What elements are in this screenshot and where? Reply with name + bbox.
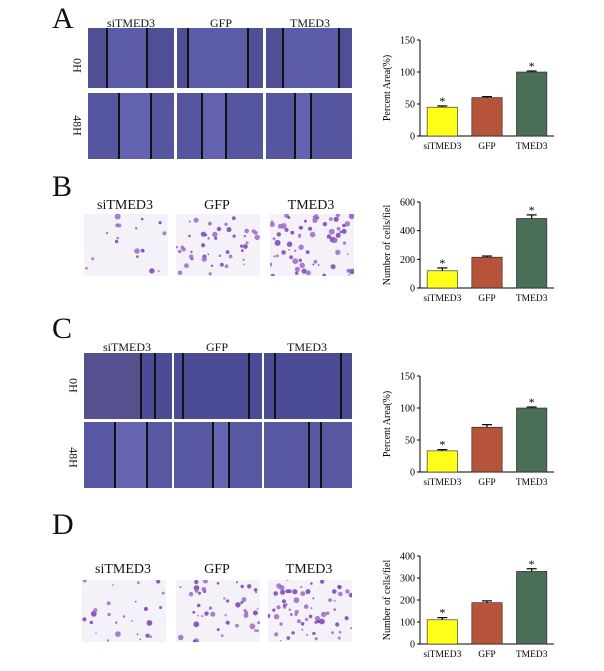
panel-d-significance-tmed3: * xyxy=(529,557,535,571)
panel-a-chart-ytick-label: 100 xyxy=(400,68,415,79)
panel-a-chart-ytick-label: 0 xyxy=(410,132,415,143)
panel-c-chart-ytick-label: 0 xyxy=(410,468,415,479)
panel-c-chart: Percent Area(%) 0 50 100 150 * siTMED3 GFP * TMED… xyxy=(378,366,568,494)
panel-c-image-sitmed3-48h xyxy=(84,422,172,488)
panel-c-significance-tmed3: * xyxy=(529,395,535,409)
panel-c-significance-sitmed3: * xyxy=(439,438,445,452)
panel-d-xtick-label-gfp: GFP xyxy=(478,650,495,660)
panel-a-bar-gfp xyxy=(471,97,503,137)
panel-a-image-gfp-0h xyxy=(177,28,263,88)
panel-c-chart-ylabel: Percent Area(%) xyxy=(382,391,393,457)
panel-a-image-sitmed3-48h xyxy=(88,93,174,159)
panel-c-image-sitmed3-0h xyxy=(84,353,172,419)
panel-d-image-gfp xyxy=(176,580,260,642)
panel-d-significance-sitmed3: * xyxy=(439,606,445,620)
panel-a-bar-tmed3 xyxy=(516,71,548,137)
panel-c-col-label-tmed3: TMED3 xyxy=(287,340,327,354)
panel-b-image-gfp xyxy=(176,214,260,276)
panel-c-image-tmed3-0h xyxy=(264,353,352,419)
panel-letter-b: B xyxy=(52,170,73,203)
panel-letter-c: C xyxy=(52,312,73,345)
panel-a-row-label-0h: 0H xyxy=(70,58,85,73)
panel-a-image-gfp-48h xyxy=(177,93,263,159)
panel-b-bar-sitmed3 xyxy=(426,270,458,289)
panel-d-image-sitmed3 xyxy=(82,580,166,642)
panel-a-significance-tmed3: * xyxy=(529,59,535,73)
panel-b-col-label-gfp: GFP xyxy=(204,198,230,213)
panel-c-col-label-gfp: GFP xyxy=(205,340,228,354)
panel-b-image-sitmed3 xyxy=(84,214,168,276)
panel-c-xtick-label-tmed3: TMED3 xyxy=(516,478,548,488)
panel-c-xtick-label-sitmed3: siTMED3 xyxy=(423,478,461,488)
panel-a-col-label-tmed3: TMED3 xyxy=(290,16,330,30)
panel-b-chart-ytick-label: 200 xyxy=(400,255,415,266)
panel-d-xtick-label-sitmed3: siTMED3 xyxy=(423,650,461,660)
panel-letter-a: A xyxy=(52,2,74,35)
panel-a-row-label-48h: 48H xyxy=(70,115,85,136)
panel-b-chart: Number of cells/fiel 0 200 400 600 * siTMED3 GF… xyxy=(378,192,568,310)
panel-b-bar-tmed3 xyxy=(516,218,548,289)
panel-d-chart-ytick-label: 300 xyxy=(400,574,415,585)
panel-b-bar-gfp xyxy=(471,256,503,289)
panel-d-col-label-sitmed3: siTMED3 xyxy=(95,562,151,577)
panel-b-xtick-label-tmed3: TMED3 xyxy=(516,294,548,304)
panel-c-row-label-48h: 48H xyxy=(66,447,81,468)
panel-b-col-label-tmed3: TMED3 xyxy=(287,198,335,213)
panel-b-significance-sitmed3: * xyxy=(439,256,445,270)
panel-a-col-label-sitmed3: siTMED3 xyxy=(107,16,155,30)
panel-a-chart-ylabel: Percent Area(%) xyxy=(382,55,393,121)
panel-c-row-label-0h: 0H xyxy=(66,378,81,393)
panel-c-chart-ytick-label: 100 xyxy=(400,404,415,415)
panel-a-xtick-label-sitmed3: siTMED3 xyxy=(423,142,461,152)
panel-c-chart-ytick-label: 150 xyxy=(400,372,415,383)
panel-c-xtick-label-gfp: GFP xyxy=(478,478,495,488)
panel-c-col-label-sitmed3: siTMED3 xyxy=(103,340,151,354)
panel-a-xtick-label-tmed3: TMED3 xyxy=(516,142,548,152)
panel-c-chart-ytick-label: 50 xyxy=(405,436,415,447)
panel-d-chart: Number of cells/fiel 0 100 200 300 400 * siTMED… xyxy=(378,546,568,666)
panel-d-bar-sitmed3 xyxy=(426,619,458,645)
panel-c-bar-tmed3 xyxy=(516,407,548,473)
panel-a-chart-ytick-label: 50 xyxy=(405,100,415,111)
panel-a-xtick-label-gfp: GFP xyxy=(478,142,495,152)
panel-d-xtick-label-tmed3: TMED3 xyxy=(516,650,548,660)
panel-c-image-tmed3-48h xyxy=(264,422,352,488)
panel-d-chart-ylabel: Number of cells/fiel xyxy=(382,560,393,641)
panel-b-chart-ylabel: Number of cells/fiel xyxy=(382,205,393,286)
panel-b-col-label-sitmed3: siTMED3 xyxy=(97,198,153,213)
panel-d-col-label-gfp: GFP xyxy=(204,562,230,577)
panel-a-image-tmed3-0h xyxy=(266,28,352,88)
panel-c-bar-sitmed3 xyxy=(426,450,458,473)
panel-d-chart-ytick-label: 200 xyxy=(400,596,415,607)
panel-a-chart-ytick-label: 150 xyxy=(400,36,415,47)
panel-c-bar-gfp xyxy=(471,426,503,473)
panel-d-chart-ytick-label: 0 xyxy=(410,640,415,651)
panel-a-image-sitmed3-0h xyxy=(88,28,174,88)
panel-d-chart-ytick-label: 100 xyxy=(400,618,415,629)
panel-d-image-tmed3 xyxy=(268,580,352,642)
panel-b-xtick-label-sitmed3: siTMED3 xyxy=(423,294,461,304)
panel-a-significance-sitmed3: * xyxy=(439,94,445,108)
panel-c-image-gfp-0h xyxy=(174,353,262,419)
panel-d-col-label-tmed3: TMED3 xyxy=(285,562,333,577)
panel-b-image-tmed3 xyxy=(270,214,354,276)
panel-letter-d: D xyxy=(52,508,74,541)
panel-a-bar-sitmed3 xyxy=(426,106,458,137)
panel-a-chart: Percent Area(%) 0 50 100 150 * siTMED3 GFP * TMED… xyxy=(378,30,568,158)
panel-d-bar-tmed3 xyxy=(516,571,548,645)
panel-c-image-gfp-48h xyxy=(174,422,262,488)
panel-a-image-tmed3-48h xyxy=(266,93,352,159)
panel-b-chart-ytick-label: 0 xyxy=(410,284,415,295)
panel-d-bar-gfp xyxy=(471,602,503,645)
panel-a-col-label-gfp: GFP xyxy=(209,16,232,30)
panel-d-chart-ytick-label: 400 xyxy=(400,552,415,563)
panel-b-chart-ytick-label: 400 xyxy=(400,226,415,237)
panel-b-chart-ytick-label: 600 xyxy=(400,198,415,209)
panel-b-significance-tmed3: * xyxy=(529,203,535,217)
panel-b-xtick-label-gfp: GFP xyxy=(478,294,495,304)
